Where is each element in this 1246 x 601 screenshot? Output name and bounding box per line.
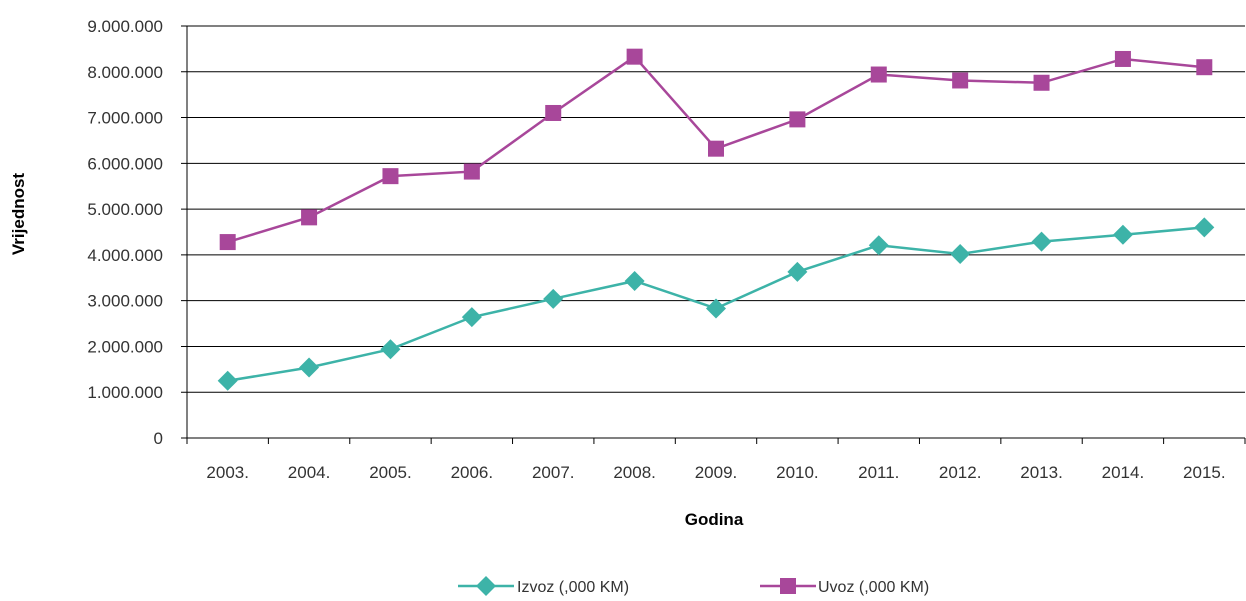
data-point	[787, 261, 808, 282]
y-tick-label: 3.000.000	[87, 292, 163, 311]
x-tick-label: 2006.	[451, 463, 494, 482]
data-point	[219, 234, 236, 251]
data-point	[380, 339, 401, 360]
data-point	[461, 307, 482, 328]
data-point	[952, 72, 969, 89]
y-tick-label: 7.000.000	[87, 109, 163, 128]
legend-label: Izvoz (,000 KM)	[517, 579, 629, 596]
x-tick-label: 2007.	[532, 463, 575, 482]
data-point	[1112, 224, 1133, 245]
x-tick-label: 2008.	[613, 463, 656, 482]
data-point	[624, 270, 645, 291]
data-point	[301, 209, 318, 226]
data-point	[299, 357, 320, 378]
x-tick-label: 2004.	[288, 463, 331, 482]
x-tick-label: 2003.	[206, 463, 249, 482]
data-point	[1196, 59, 1213, 76]
x-tick-label: 2012.	[939, 463, 982, 482]
y-axis-title: Vrijednost	[9, 173, 28, 256]
data-point	[1194, 217, 1215, 238]
legend-item: Izvoz (,000 KM)	[458, 576, 629, 596]
data-point	[626, 48, 643, 65]
x-axis: 2003. 2004. 2005. 2006. 2007. 2008. 2009. 2010.…	[181, 26, 1246, 482]
y-tick-label: 0	[154, 429, 163, 448]
x-tick-label: 2013.	[1020, 463, 1063, 482]
data-point	[1114, 50, 1131, 67]
square-marker-icon	[780, 578, 796, 594]
legend-item: Uvoz (,000 KM)	[760, 578, 929, 596]
data-point	[1031, 231, 1052, 252]
data-point	[463, 163, 480, 180]
legend: Izvoz (,000 KM) Uvoz (,000 KM)	[458, 576, 929, 596]
data-point	[870, 66, 887, 83]
data-point	[382, 168, 399, 185]
y-tick-label: 2.000.000	[87, 337, 163, 356]
y-tick-label: 9.000.000	[87, 17, 163, 36]
x-tick-label: 2005.	[369, 463, 412, 482]
data-point	[708, 140, 724, 157]
x-tick-label: 2009.	[695, 463, 738, 482]
x-tick-label: 2015.	[1183, 463, 1226, 482]
series-izvoz	[217, 217, 1215, 391]
y-tick-label: 8.000.000	[87, 63, 163, 82]
diamond-marker-icon	[476, 576, 496, 596]
data-point	[1033, 74, 1050, 91]
y-tick-label: 6.000.000	[87, 154, 163, 173]
x-axis-title: Godina	[685, 510, 744, 529]
x-tick-label: 2014.	[1102, 463, 1145, 482]
data-point	[706, 298, 726, 319]
y-axis-ticks: 0 1.000.000 2.000.000 3.000.000 4.000.000 5.0…	[87, 17, 163, 448]
data-point	[543, 288, 564, 309]
data-point	[950, 243, 971, 264]
data-point	[545, 104, 562, 121]
grid-lines	[181, 25, 1245, 393]
series-group	[217, 48, 1215, 391]
x-tick-label: 2011.	[858, 463, 899, 482]
y-tick-label: 1.000.000	[87, 383, 163, 402]
y-tick-label: 5.000.000	[87, 200, 163, 219]
data-point	[789, 111, 806, 128]
x-tick-label: 2010.	[776, 463, 819, 482]
y-tick-label: 4.000.000	[87, 246, 163, 265]
data-point	[217, 370, 238, 391]
data-point	[868, 235, 889, 256]
series-uvoz	[219, 48, 1213, 251]
legend-label: Uvoz (,000 KM)	[818, 579, 929, 596]
